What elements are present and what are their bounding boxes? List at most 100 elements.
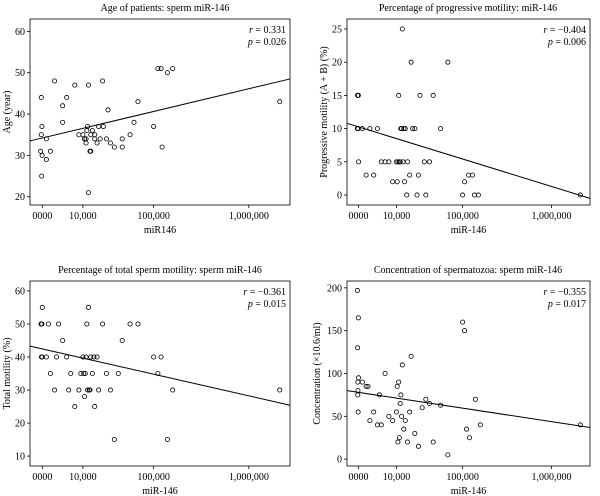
- data-point: [401, 126, 407, 132]
- x-tick-label: 1,000,000: [229, 211, 269, 222]
- data-point: [111, 144, 117, 150]
- y-axis-label: Total motility (%): [2, 337, 13, 409]
- data-point: [407, 409, 413, 415]
- y-tick-label: 25: [332, 24, 342, 35]
- data-point: [356, 375, 362, 381]
- y-tick-label: 20: [15, 192, 25, 203]
- x-tick-label: 10,000: [383, 472, 411, 483]
- data-point: [393, 409, 399, 415]
- data-point: [38, 95, 44, 101]
- data-point: [47, 370, 53, 376]
- data-point: [107, 387, 113, 393]
- y-tick-label: 150: [327, 326, 342, 337]
- x-tick-label: 0000: [349, 472, 369, 483]
- data-point: [355, 392, 361, 398]
- data-point: [390, 418, 396, 424]
- stat-value: = −0.355: [547, 287, 586, 298]
- data-point: [475, 192, 481, 198]
- data-point: [371, 172, 377, 178]
- data-point: [72, 82, 78, 88]
- data-point: [393, 159, 399, 165]
- data-point: [119, 144, 125, 150]
- data-point: [72, 404, 78, 410]
- data-point: [88, 132, 94, 138]
- p-value-label: p = 0.015: [247, 299, 286, 310]
- data-point: [135, 99, 141, 105]
- y-tick-label: 5: [337, 157, 342, 168]
- data-point: [402, 179, 408, 185]
- data-point: [376, 392, 382, 398]
- data-point: [382, 370, 388, 376]
- x-tick-label: 100,000: [446, 211, 479, 222]
- data-point: [423, 396, 429, 402]
- stat-key: p: [547, 37, 553, 48]
- data-point: [78, 370, 84, 376]
- data-point: [386, 159, 392, 165]
- data-point: [89, 128, 95, 134]
- data-point: [421, 159, 427, 165]
- data-point: [85, 123, 91, 129]
- r-value-label: r = −0.404: [543, 25, 586, 36]
- data-point: [170, 66, 176, 72]
- data-point: [64, 95, 70, 101]
- data-point: [80, 354, 86, 360]
- data-point: [85, 190, 91, 196]
- data-point: [355, 379, 361, 385]
- data-point: [119, 136, 125, 142]
- data-point: [396, 379, 402, 385]
- p-value-label: p = 0.006: [547, 37, 586, 48]
- data-point: [127, 321, 133, 327]
- data-point: [402, 418, 408, 424]
- data-point: [399, 126, 405, 132]
- data-point: [363, 172, 369, 178]
- regression-line: [29, 78, 291, 142]
- x-tick-label: 10,000: [69, 472, 97, 483]
- y-tick-label: 50: [332, 412, 342, 423]
- stat-value: = 0.331: [253, 25, 286, 36]
- data-point: [158, 66, 164, 72]
- regression-line: [346, 122, 591, 199]
- data-point: [92, 136, 98, 142]
- data-point: [277, 99, 283, 105]
- data-point: [397, 159, 403, 165]
- chart-title: Age of patients: sperm miR-146: [101, 3, 230, 14]
- stat-key: r: [243, 287, 247, 298]
- data-point: [76, 132, 82, 138]
- data-point: [401, 426, 407, 432]
- data-point: [438, 126, 444, 132]
- y-tick-label: 40: [15, 352, 25, 363]
- data-point: [81, 394, 87, 400]
- stat-key: r: [543, 25, 547, 36]
- stat-value: = 0.015: [253, 299, 286, 310]
- data-point: [151, 123, 157, 129]
- data-point: [363, 383, 369, 389]
- regression-line: [346, 390, 591, 428]
- data-point: [355, 345, 361, 351]
- stat-key: r: [543, 287, 547, 298]
- y-tick-label: 0: [337, 191, 342, 202]
- data-point: [39, 173, 45, 179]
- data-point: [445, 59, 451, 65]
- data-point: [469, 172, 475, 178]
- data-point: [355, 92, 361, 98]
- data-point: [60, 337, 66, 343]
- r-value-label: r = −0.361: [243, 287, 286, 298]
- data-point: [427, 159, 433, 165]
- data-point: [43, 354, 49, 360]
- data-point: [399, 362, 405, 368]
- data-point: [423, 192, 429, 198]
- data-point: [355, 126, 361, 132]
- data-point: [398, 392, 404, 398]
- data-point: [412, 126, 418, 132]
- data-point: [354, 287, 360, 293]
- data-point: [390, 179, 396, 185]
- data-point: [277, 387, 283, 393]
- data-point: [84, 321, 90, 327]
- data-point: [367, 418, 373, 424]
- data-point: [88, 354, 94, 360]
- stat-value: = 0.026: [253, 37, 286, 48]
- data-point: [43, 136, 49, 142]
- data-point: [105, 107, 111, 113]
- data-point: [394, 383, 400, 389]
